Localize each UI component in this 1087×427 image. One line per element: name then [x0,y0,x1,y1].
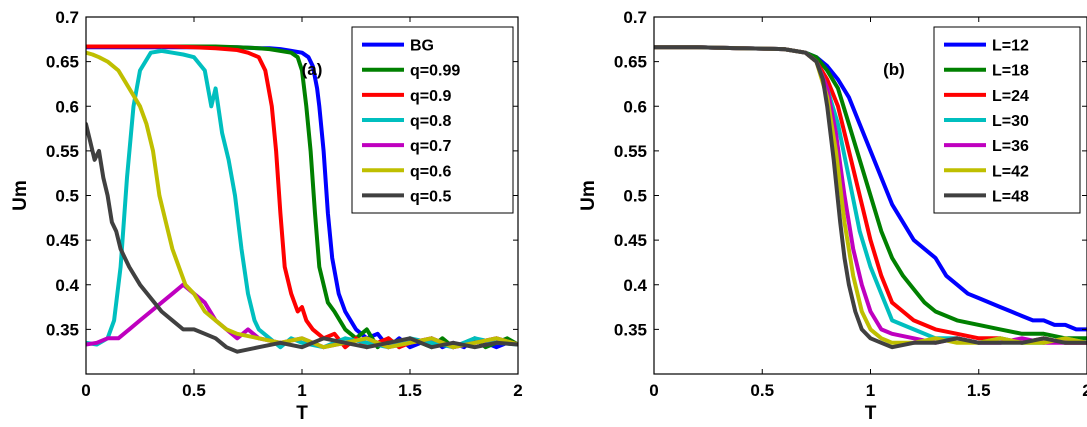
x-tick-label: 0.5 [750,381,774,400]
y-tick-label: 0.4 [55,276,79,295]
panel-label: (a) [302,60,323,79]
x-tick-label: 0 [649,381,658,400]
y-axis-label: Um [10,180,31,211]
legend-label: L=48 [992,188,1029,205]
legend: L=12 L=18 L=24 L=30 L=36 L=42 L=48 [933,26,1081,214]
legend-box [933,26,1081,214]
legend-label: q=0.99 [410,63,460,80]
y-axis-label: Um [578,180,599,211]
y-tick-label: 0.65 [614,53,647,72]
legend-label: q=0.6 [410,163,451,180]
x-tick-label: 1 [866,381,875,400]
y-tick-label: 0.55 [614,142,647,161]
legend-label: L=24 [992,88,1029,105]
legend-label: L=30 [992,113,1029,130]
y-tick-label: 0.45 [46,231,79,250]
y-tick-label: 0.45 [614,231,647,250]
y-tick-label: 0.65 [46,53,79,72]
x-tick-label: 2 [1082,381,1087,400]
y-tick-label: 0.5 [55,187,79,206]
y-tick-label: 0.6 [55,97,79,116]
panel-label: (b) [883,60,905,79]
legend-label: q=0.9 [410,88,451,105]
legend-label: L=18 [992,63,1029,80]
x-tick-label: 1.5 [398,381,422,400]
legend-label: q=0.5 [410,188,451,205]
legend-label: L=12 [992,38,1029,55]
legend-label: L=42 [992,163,1029,180]
y-tick-label: 0.6 [623,97,647,116]
series-line-l-48 [654,45,1087,350]
panel-b: 0 0.5 1 1.5 2 0.35 0.4 0.45 0.5 0.55 0.6 0.65 0.7 T Um… [578,8,1087,424]
legend-label: BG [410,38,434,55]
y-tick-label: 0.4 [623,276,647,295]
y-tick-label: 0.55 [46,142,79,161]
legend-label: L=36 [992,138,1029,155]
x-tick-label: 2 [513,381,522,400]
series-line-q-0-6 [86,50,518,350]
y-tick-label: 0.35 [46,320,79,339]
x-tick-label: 0 [81,381,90,400]
panel-a: 0 0.5 1 1.5 2 0.35 0.4 0.45 0.5 0.55 0.6 0.65 0.7 T Um… [10,8,523,424]
y-tick-label: 0.7 [623,8,647,27]
series-line-q-0-5 [86,122,518,354]
x-tick-label: 1.5 [967,381,991,400]
y-tick-label: 0.35 [614,320,647,339]
legend-label: q=0.7 [410,138,451,155]
x-axis-label: T [296,403,308,424]
legend: BG q=0.99 q=0.9 q=0.8 q=0.7 q=0.6 q=0.5 [351,26,514,214]
x-tick-label: 1 [297,381,306,400]
y-tick-label: 0.7 [55,8,79,27]
x-tick-label: 0.5 [182,381,206,400]
y-tick-label: 0.5 [623,187,647,206]
legend-label: q=0.8 [410,113,451,130]
x-axis-label: T [865,403,877,424]
